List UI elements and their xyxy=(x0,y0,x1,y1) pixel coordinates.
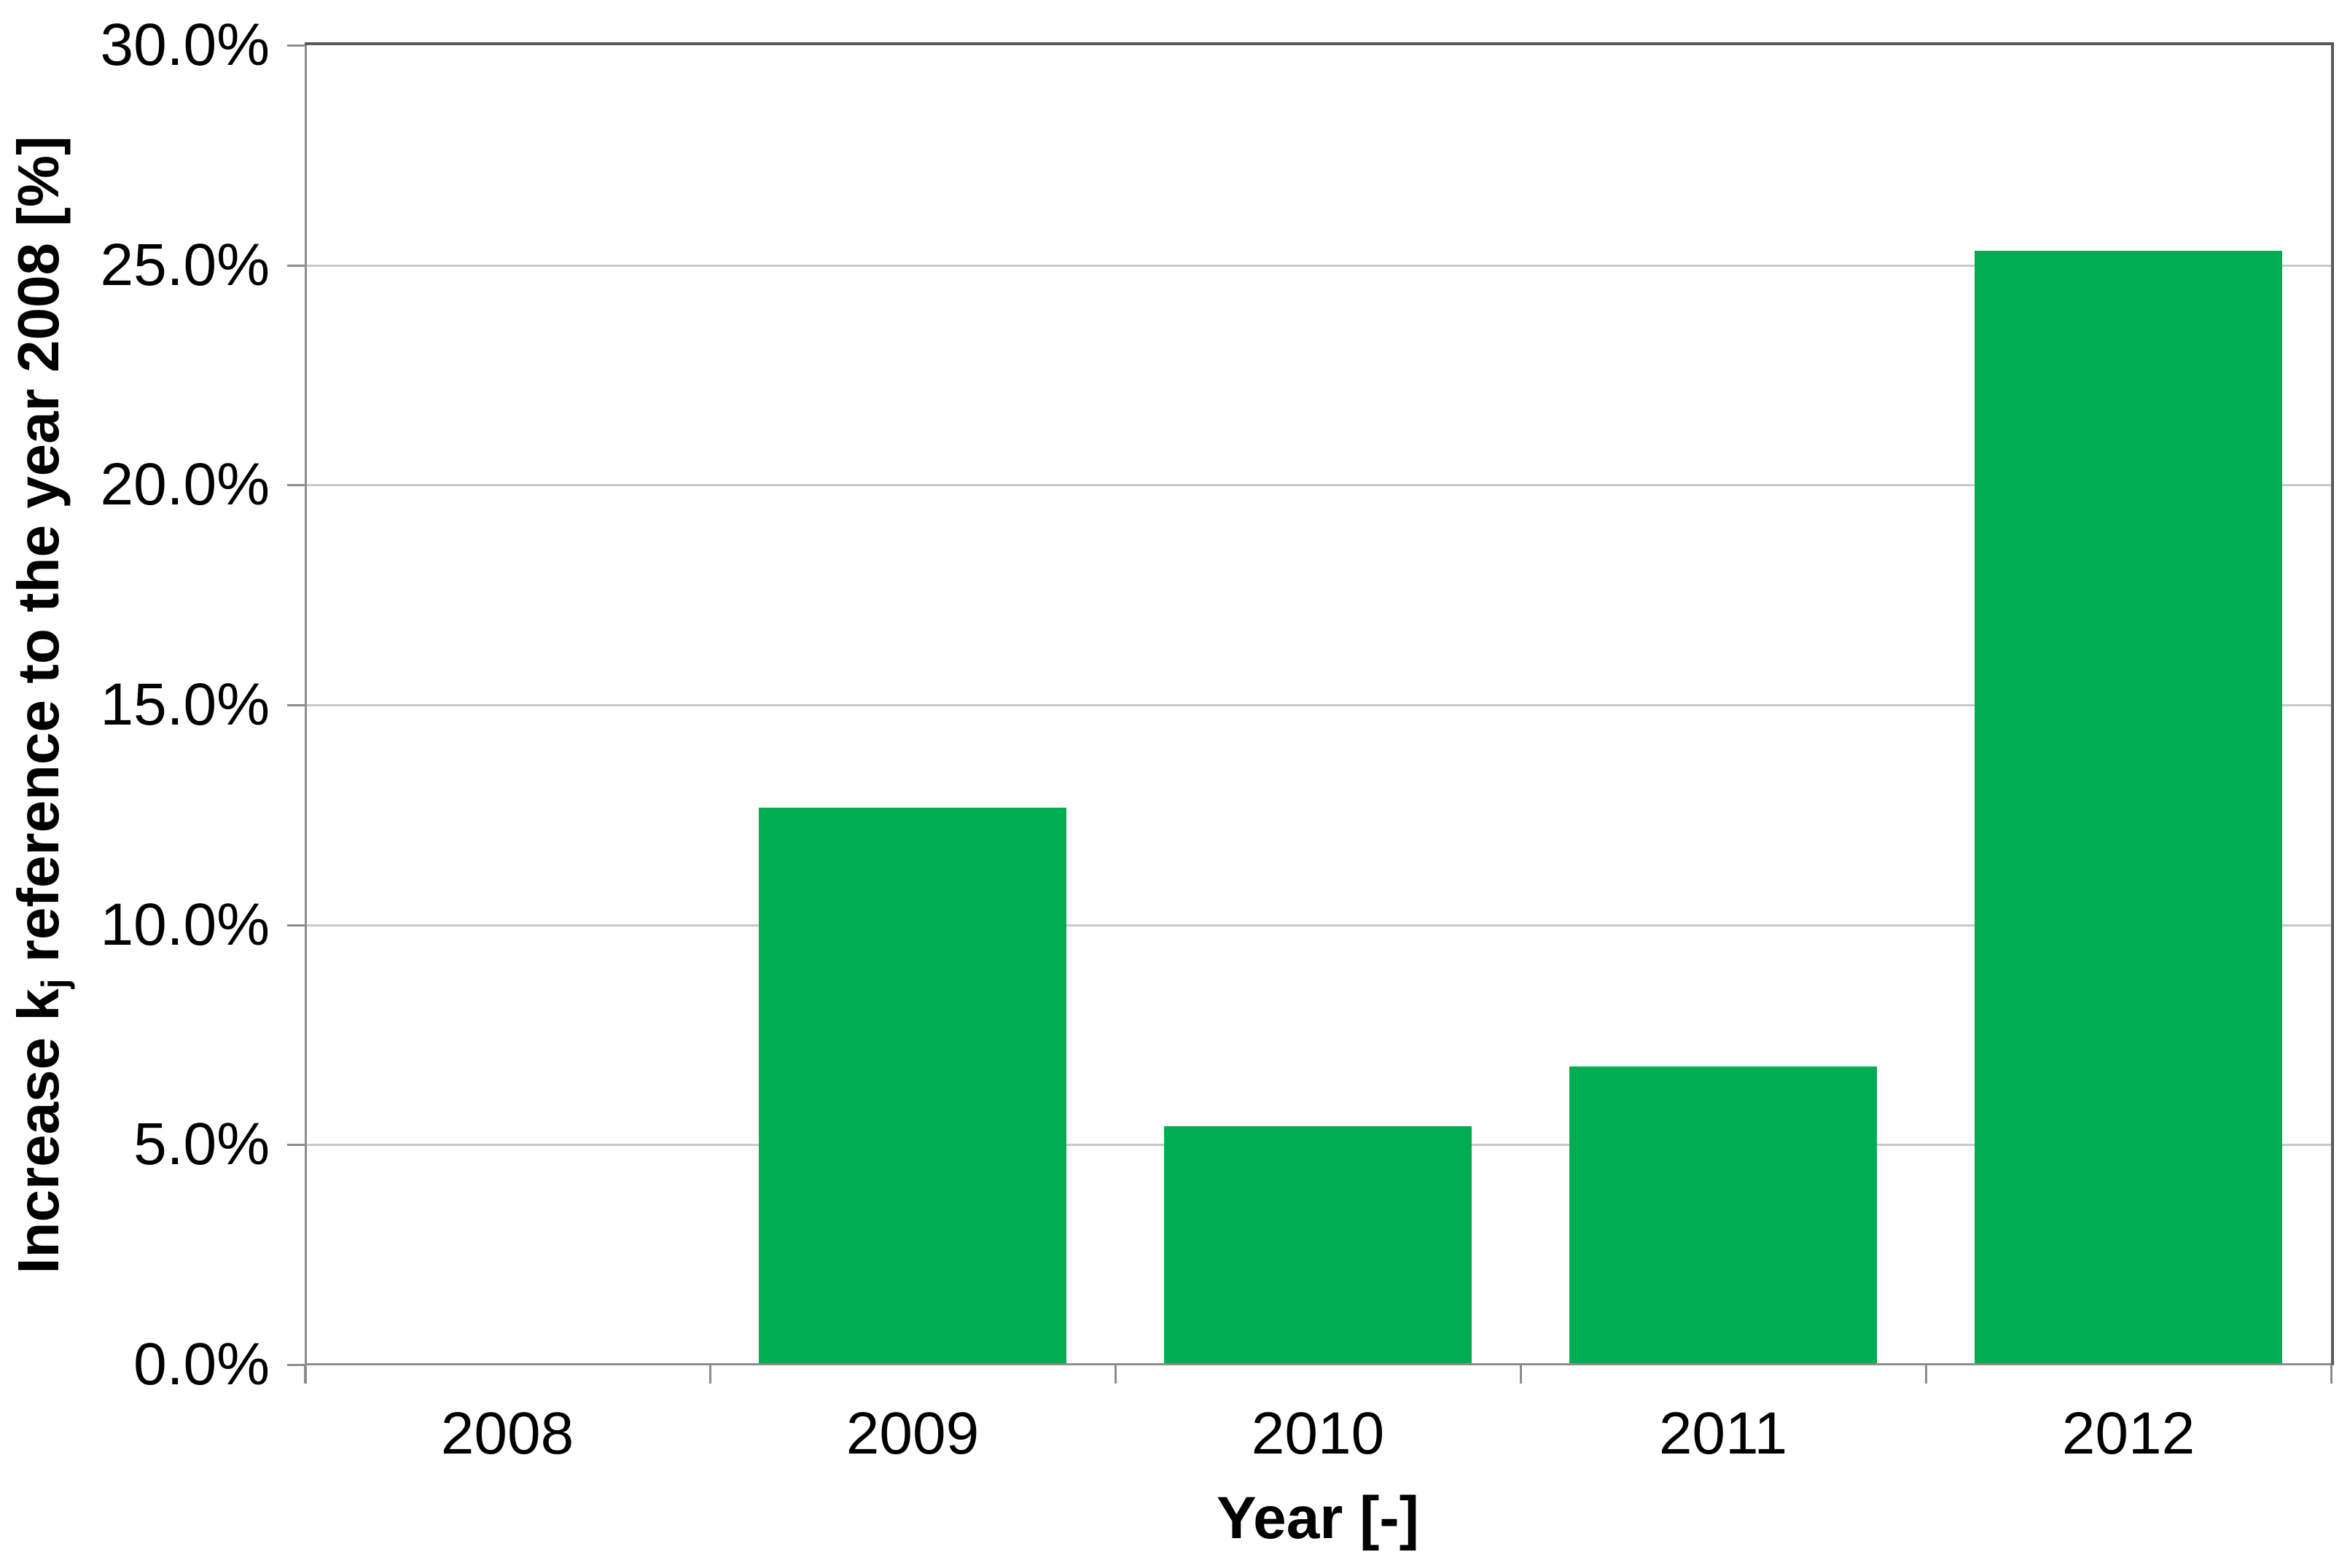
y-axis-title-subscript: j xyxy=(34,978,76,989)
x-tick xyxy=(1115,1365,1117,1384)
y-tick xyxy=(287,44,305,47)
x-axis-line xyxy=(305,1363,2331,1365)
x-tick xyxy=(2330,1365,2333,1384)
y-tick-label: 20.0% xyxy=(100,451,270,518)
y-axis-line xyxy=(305,45,307,1384)
y-gridline xyxy=(305,484,2331,487)
y-tick xyxy=(287,1144,305,1147)
x-tick xyxy=(304,1365,306,1384)
y-tick xyxy=(287,264,305,267)
y-tick-label: 10.0% xyxy=(100,892,270,958)
x-category-label: 2012 xyxy=(2061,1400,2195,1467)
x-category-label: 2011 xyxy=(1658,1400,1788,1467)
y-tick xyxy=(287,1364,305,1366)
bar-2011 xyxy=(1569,1066,1877,1365)
x-tick xyxy=(1925,1365,1927,1384)
x-tick xyxy=(709,1365,711,1384)
x-tick xyxy=(1520,1365,1522,1384)
y-tick xyxy=(287,924,305,927)
y-tick xyxy=(287,484,305,487)
y-gridline xyxy=(305,264,2331,267)
x-category-label: 2010 xyxy=(1251,1400,1385,1467)
y-tick-label: 15.0% xyxy=(100,671,270,738)
y-gridline xyxy=(305,924,2331,927)
x-category-label: 2009 xyxy=(846,1400,980,1467)
plot-border-top xyxy=(305,42,2334,45)
plot-border-right xyxy=(2331,42,2334,1365)
y-tick-label: 5.0% xyxy=(133,1111,270,1177)
y-tick xyxy=(287,704,305,706)
y-tick-label: 0.0% xyxy=(133,1331,270,1397)
x-axis-title: Year [-] xyxy=(1217,1485,1419,1551)
y-tick-label: 25.0% xyxy=(100,232,270,298)
bar-2010 xyxy=(1164,1126,1472,1365)
x-category-label: 2008 xyxy=(440,1400,574,1467)
y-tick-label: 30.0% xyxy=(100,12,270,78)
y-gridline xyxy=(305,704,2331,706)
bar-2012 xyxy=(1975,251,2282,1365)
bar-2009 xyxy=(759,808,1066,1365)
